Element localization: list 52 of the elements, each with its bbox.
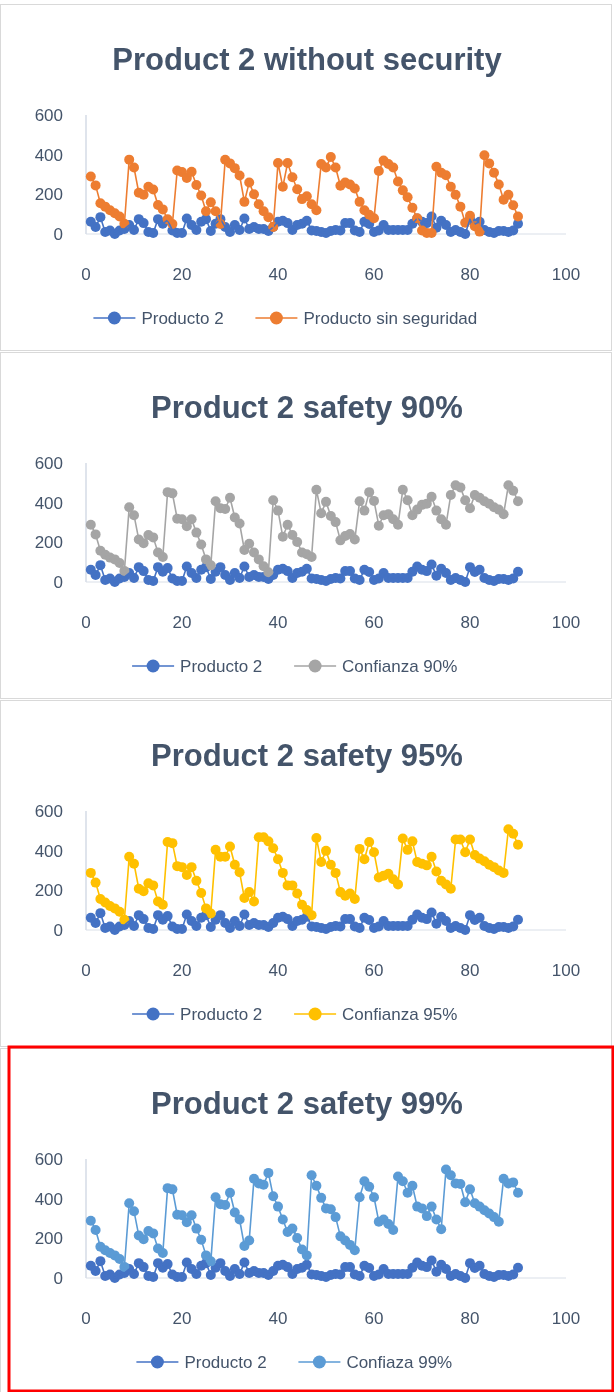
y-tick-label: 600 [34,1149,63,1169]
y-tick-label: 200 [34,533,63,553]
chart-title: Product 2 safety 99% [151,1086,463,1121]
x-tick-label: 60 [364,613,384,632]
x-tick-label: 40 [268,265,288,284]
x-tick-label: 20 [172,1309,192,1328]
x-tick-label: 100 [551,613,581,632]
x-tick-label: 100 [551,265,581,284]
x-tick-label: 100 [551,1309,581,1328]
y-tick-label: 0 [53,920,63,940]
y-tick-label: 400 [34,145,63,165]
x-tick-label: 20 [172,961,192,980]
x-tick-label: 0 [81,961,91,980]
x-tick-label: 0 [81,1309,91,1328]
chart-title: Product 2 safety 95% [151,738,463,773]
y-tick-label: 0 [53,1268,63,1288]
x-tick-label: 40 [268,961,288,980]
x-tick-label: 100 [551,961,581,980]
y-tick-label: 400 [34,1189,63,1209]
y-tick-label: 600 [34,801,63,821]
y-tick-label: 200 [34,1229,63,1249]
y-tick-label: 200 [34,185,63,205]
x-tick-label: 40 [268,1309,288,1328]
x-tick-label: 80 [460,961,480,980]
legend-label: Producto 2 [180,1004,263,1024]
legend-label: Producto 2 [180,656,263,676]
x-tick-label: 20 [172,613,192,632]
x-tick-label: 60 [364,265,384,284]
chart-title: Product 2 safety 90% [151,390,463,425]
y-tick-label: 200 [34,881,63,901]
legend-label: Confianza 90% [342,656,458,676]
legend-label: Producto sin seguridad [303,308,478,328]
legend-label: Producto 2 [141,308,224,328]
x-tick-label: 60 [364,1309,384,1328]
x-tick-label: 0 [81,613,91,632]
y-tick-label: 0 [53,572,63,592]
y-tick-label: 600 [34,453,63,473]
y-tick-label: 400 [34,841,63,861]
y-tick-label: 0 [53,224,63,244]
x-tick-label: 60 [364,961,384,980]
legend-label: Confiaza 99% [346,1352,453,1372]
y-tick-label: 400 [34,493,63,513]
legend-label: Confianza 95% [342,1004,458,1024]
x-tick-label: 80 [460,613,480,632]
x-tick-label: 20 [172,265,192,284]
x-tick-label: 80 [460,265,480,284]
x-tick-label: 80 [460,1309,480,1328]
legend-label: Producto 2 [184,1352,267,1372]
x-tick-label: 40 [268,613,288,632]
chart-title: Product 2 without security [112,42,503,77]
y-tick-label: 600 [34,105,63,125]
x-tick-label: 0 [81,265,91,284]
